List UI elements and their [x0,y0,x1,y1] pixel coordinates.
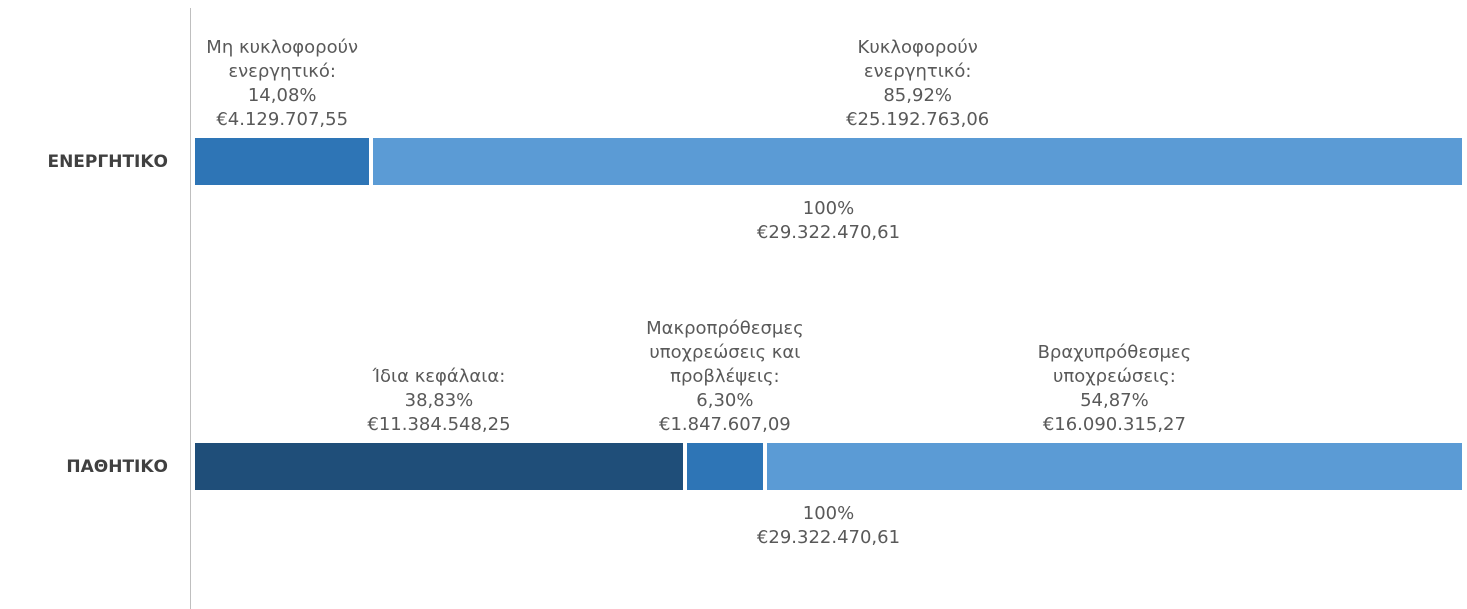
segment-amount: €4.129.707,55 [216,109,349,130]
total-label: 100% €29.322.470,61 [679,502,979,550]
segment-name: Ίδια κεφάλαια: [372,366,506,387]
total-label: 100% €29.322.470,61 [679,197,979,245]
total-percent: 100% [802,198,855,219]
segment-name: Μακροπρόθεσμες υποχρεώσεις και προβλέψει… [646,318,804,387]
total-percent: 100% [802,503,855,524]
category-label: ΕΝΕΡΓΗΤΙΚΟ [47,151,168,172]
segment-percent: 85,92% [883,85,952,106]
bar-segment [195,443,683,490]
segment-name: Βραχυπρόθεσμες υποχρεώσεις: [1037,342,1192,387]
segment-percent: 54,87% [1080,390,1149,411]
segment-label: Κυκλοφορούν ενεργητικό: 85,92% €25.192.763… [813,36,1023,132]
category-label: ΠΑΘΗΤΙΚΟ [66,456,168,477]
category-axis [190,8,191,609]
segment-name: Κυκλοφορούν ενεργητικό: [857,37,978,82]
segment-amount: €16.090.315,27 [1042,414,1186,435]
segment-label: Μακροπρόθεσμες υποχρεώσεις και προβλέψει… [620,317,830,437]
segment-amount: €25.192.763,06 [846,109,990,130]
total-amount: €29.322.470,61 [756,222,901,243]
segment-percent: 6,30% [696,390,754,411]
segment-name: Μη κυκλοφορούν ενεργητικό: [206,37,359,82]
segment-amount: €1.847.607,09 [659,414,791,435]
total-amount: €29.322.470,61 [756,527,901,548]
bar-segment [766,443,1462,490]
bar-segment [373,138,1462,185]
segment-percent: 14,08% [247,85,317,106]
segment-label: Ίδια κεφάλαια: 38,83% €11.384.548,25 [334,365,544,437]
bar-segment [686,443,763,490]
segment-label: Μη κυκλοφορούν ενεργητικό: 14,08% €4.129.7… [177,36,387,132]
bar-segment [195,138,370,185]
segment-label: Βραχυπρόθεσμες υποχρεώσεις: 54,87% €16.090… [1009,341,1219,437]
segment-percent: 38,83% [404,390,474,411]
segment-amount: €11.384.548,25 [367,414,511,435]
